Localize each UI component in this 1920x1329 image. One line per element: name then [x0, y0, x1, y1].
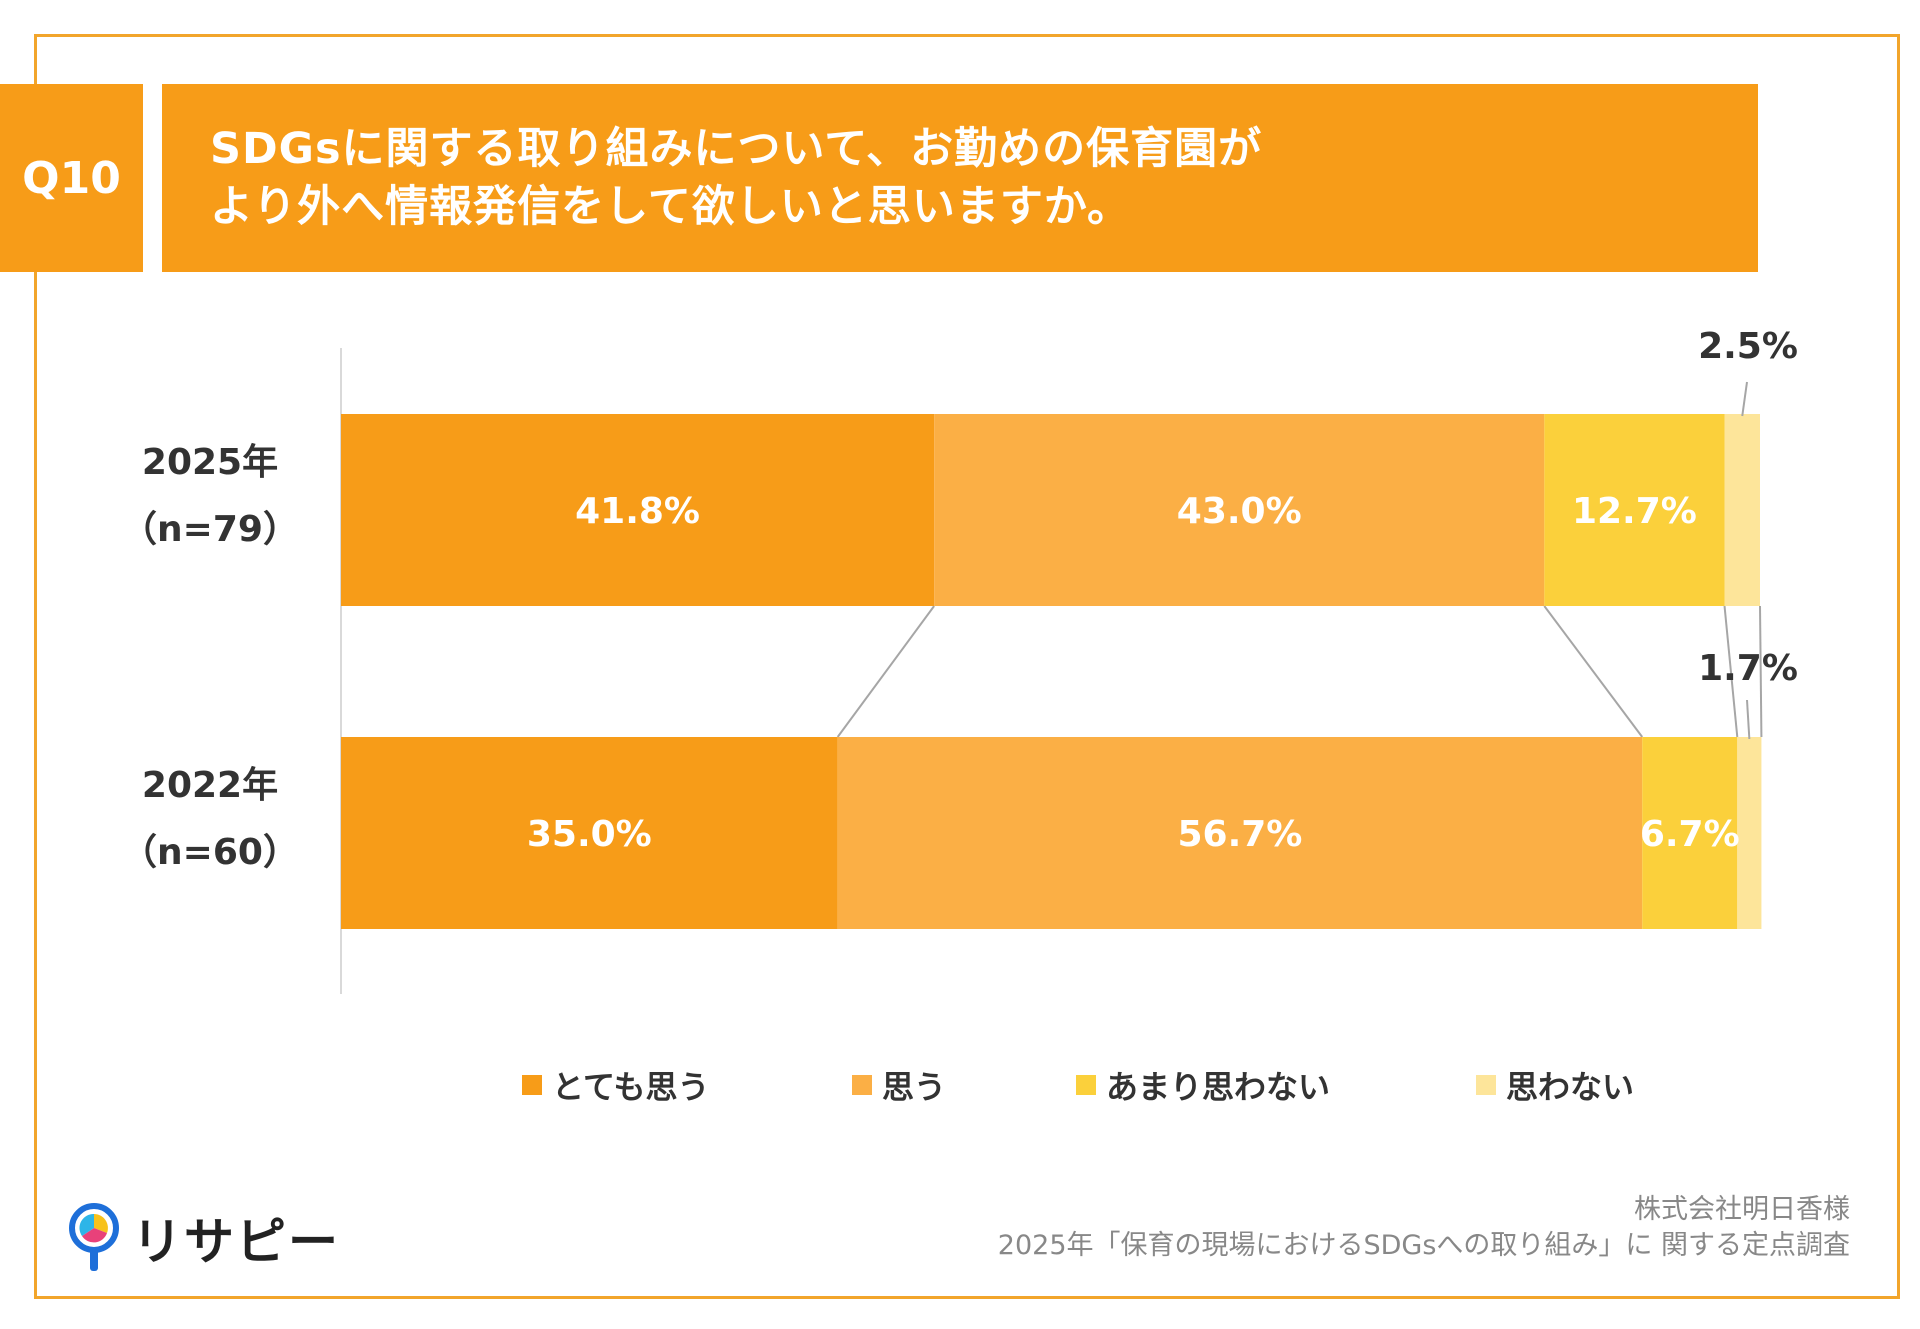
bar-2025-not-much [1544, 414, 1725, 606]
legend-swatch-very-much [522, 1075, 542, 1095]
question-title-line-2: より外へ情報発信をして欲しいと思いますか。 [210, 182, 1131, 232]
bar-2022-very-much [341, 737, 838, 929]
question-number-badge: Q10 [0, 84, 143, 272]
legend-item-very-much: とても思う [522, 1062, 709, 1108]
legend-item-not-much: あまり思わない [1076, 1062, 1330, 1108]
legend-swatch-agree [852, 1075, 872, 1095]
legend-label-not-at-all: 思わない [1506, 1068, 1635, 1106]
data-label-2025-very-much: 41.8% [575, 491, 700, 532]
data-label-2025-not-much: 12.7% [1572, 491, 1697, 532]
question-title-box: SDGsに関する取り組みについて、お勤めの保育園が より外へ情報発信をして欲しい… [162, 84, 1758, 272]
brand-logo: リサピー [68, 1202, 340, 1274]
legend-label-agree: 思う [882, 1068, 947, 1106]
bar-2022-not-at-all [1737, 737, 1762, 929]
category-label-year: 2022年 [142, 765, 278, 806]
legend-label-very-much: とても思う [552, 1068, 710, 1106]
leader-line-2025 [1741, 381, 1748, 417]
data-label-2022-agree: 56.7% [1177, 814, 1302, 855]
data-label-2025-agree: 43.0% [1177, 491, 1302, 532]
footer-survey: 2025年「保育の現場におけるSDGsへの取り組み」に 関する定点調査 [997, 1230, 1850, 1261]
data-label-2022-not-at-all: 1.7% [1698, 648, 1798, 689]
bar-2025-agree [934, 414, 1545, 606]
category-label-n: （n=79） [121, 509, 299, 550]
question-title-line-1: SDGsに関する取り組みについて、お勤めの保育園が [210, 124, 1263, 174]
series-line-not-much [1723, 605, 1739, 738]
bar-2025-very-much [341, 414, 935, 606]
data-label-2025-not-at-all: 2.5% [1698, 326, 1798, 367]
legend-item-not-at-all: 思わない [1476, 1062, 1634, 1108]
series-line-not-at-all [1759, 605, 1763, 738]
brand-logo-text: リサピー [132, 1213, 340, 1271]
bar-2022-agree [837, 737, 1643, 929]
series-line-very-much [836, 605, 935, 738]
outer-frame [34, 34, 1900, 1299]
category-label-n: （n=60） [121, 832, 299, 873]
bar-2025-not-at-all [1724, 414, 1760, 606]
leader-line-2022 [1746, 699, 1751, 740]
data-label-2022-not-much: 6.7% [1640, 814, 1740, 855]
category-label-year: 2025年 [142, 442, 278, 483]
magnifier-pie-icon [69, 1203, 119, 1271]
legend-item-agree: 思う [852, 1062, 946, 1108]
legend-swatch-not-much [1076, 1075, 1096, 1095]
stacked-bar-chart: 2025年 （n=79） 2022年 （n=60） 41.8% 43.0% 12.7% 2.5… [121, 326, 1798, 994]
chart-legend: とても思う 思う あまり思わない 思わない [0, 1062, 1920, 1110]
footer-client: 株式会社明日香様 [1634, 1194, 1850, 1225]
footer-credit: 株式会社明日香様 2025年「保育の現場におけるSDGsへの取り組み」に 関する… [998, 1192, 1850, 1264]
series-line-agree [1543, 605, 1644, 738]
bar-2022-not-much [1642, 737, 1738, 929]
legend-label-not-much: あまり思わない [1106, 1068, 1331, 1106]
data-label-2022-very-much: 35.0% [527, 814, 652, 855]
legend-swatch-not-at-all [1476, 1075, 1496, 1095]
